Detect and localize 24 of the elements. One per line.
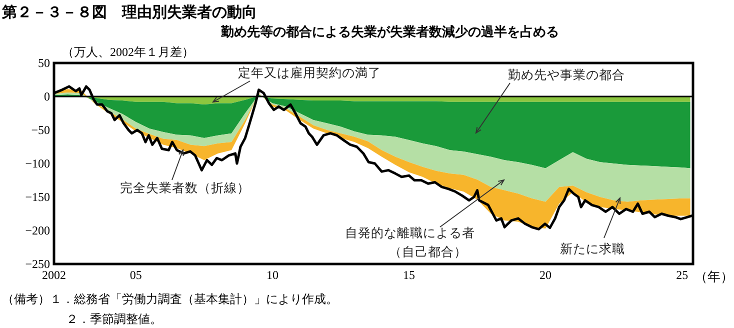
x-tick-label: 2002 (42, 268, 66, 282)
series-label: 完全失業者数（折線） (120, 180, 250, 195)
x-tick-label: 05 (130, 268, 142, 282)
x-tick-label: 20 (540, 268, 552, 282)
text: （備考）１．総務省「労働力調査（基本集計）」により作成。 (2, 292, 338, 306)
text: 自発的な離職による者（自己都合） (345, 226, 475, 259)
y-tick-label: 50 (38, 56, 50, 70)
x-tick-label: 15 (403, 268, 415, 282)
y-tick-label: −50 (31, 123, 50, 137)
text: ２．季節調整値。 (66, 312, 162, 326)
x-tick-label: 25 (676, 268, 688, 282)
chart-title: 第２－３－８図 理由別失業者の動向 (1, 4, 257, 21)
y-axis-title: （万人、2002年１月差） (62, 45, 194, 59)
series-label: 新たに求職 (560, 242, 625, 256)
x-axis-title: （年） (694, 269, 734, 284)
y-tick-label: −250 (25, 257, 50, 271)
y-tick-label: −150 (25, 190, 50, 204)
y-tick-label: 0 (44, 90, 50, 104)
series-label: 勤め先や事業の都合 (508, 68, 625, 82)
y-tick-label: −100 (25, 156, 50, 170)
series-label: 定年又は雇用契約の満了 (238, 65, 381, 80)
chart-subtitle: 勤め先等の都合による失業が失業者数減少の過半を占める (220, 24, 559, 39)
x-tick-label: 10 (266, 268, 278, 282)
y-tick-label: −200 (25, 224, 50, 238)
